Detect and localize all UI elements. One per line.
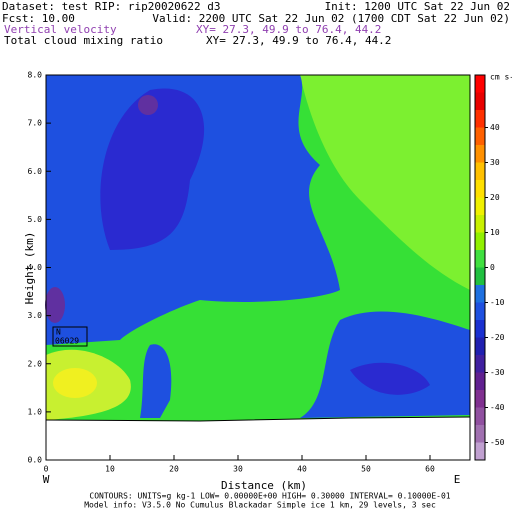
colorbar-tick-label: -50 (490, 438, 505, 447)
station-id: N (56, 328, 61, 337)
field-1: Vertical velocity (4, 23, 117, 36)
colorbar-segment (475, 390, 485, 408)
x-tick-label: 20 (169, 465, 179, 474)
colorbar-segment (475, 92, 485, 110)
field-1-xy: XY= 27.3, 49.9 to 76.4, 44.2 (196, 23, 381, 36)
y-tick-label: 7.0 (28, 119, 43, 128)
colorbar-tick-label: 20 (490, 193, 500, 202)
colorbar-segment (475, 197, 485, 215)
colorbar-tick-label: 30 (490, 158, 500, 167)
colorbar-segment (475, 250, 485, 268)
field-2: Total cloud mixing ratio (4, 34, 163, 47)
colorbar-segment (475, 215, 485, 233)
x-tick-label: 30 (233, 465, 243, 474)
y-tick-label: 8.0 (28, 71, 43, 80)
colorbar-segment (475, 337, 485, 355)
colorbar-segment (475, 407, 485, 425)
x-tick-label: 0 (44, 465, 49, 474)
x-tick-label: 40 (297, 465, 307, 474)
colorbar-segment (475, 180, 485, 198)
station-number: 06029 (55, 337, 79, 346)
colorbar-segment (475, 320, 485, 338)
colorbar-segment (475, 232, 485, 250)
colorbar-segment (475, 127, 485, 145)
y-tick-label: 1.0 (28, 407, 43, 416)
colorbar-segment (475, 162, 485, 180)
colorbar-segment (475, 302, 485, 320)
field-2-xy: XY= 27.3, 49.9 to 76.4, 44.2 (206, 34, 391, 47)
y-tick-label: 3.0 (28, 311, 43, 320)
end-label-west: W (43, 473, 50, 486)
y-tick-label: 0.0 (28, 456, 43, 465)
x-axis-label: Distance (km) (221, 479, 307, 492)
colorbar-tick-label: -30 (490, 368, 505, 377)
header-valid: Valid: 2200 UTC Sat 22 Jun 02 (1700 CDT … (152, 12, 510, 25)
colorbar-segment (475, 355, 485, 373)
colorbar-segment (475, 110, 485, 128)
footer-contours: CONTOURS: UNITS=g kg-1 LOW= 0.00000E+00 … (89, 492, 450, 501)
y-tick-label: 5.0 (28, 215, 43, 224)
colorbar-units: cm s-1 (490, 73, 512, 82)
footer-model: Model info: V3.5.0 No Cumulus Blackadar … (84, 501, 436, 510)
end-label-east: E (454, 473, 461, 486)
colorbar-tick-label: 40 (490, 123, 500, 132)
y-tick-label: 2.0 (28, 359, 43, 368)
colorbar-segment (475, 372, 485, 390)
header-dataset: Dataset: test RIP: rip20020622 d3 (2, 0, 221, 13)
colorbar-segment (475, 145, 485, 163)
header-fcst: Fcst: 10.00 (2, 12, 75, 25)
colorbar-segment (475, 442, 485, 460)
colorbar-tick-label: -40 (490, 403, 505, 412)
x-tick-label: 10 (105, 465, 115, 474)
y-tick-label: 4.0 (28, 263, 43, 272)
colorbar-segment (475, 425, 485, 443)
colorbar-tick-label: 10 (490, 228, 500, 237)
y-tick-label: 6.0 (28, 167, 43, 176)
station-box (52, 326, 88, 347)
colorbar-tick-label: -10 (490, 298, 505, 307)
colorbar-segment (475, 285, 485, 303)
colorbar-segment (475, 267, 485, 285)
colorbar-tick-label: 0 (490, 263, 495, 272)
header-init: Init: 1200 UTC Sat 22 Jun 02 (325, 0, 510, 13)
x-tick-label: 50 (361, 465, 371, 474)
y-axis-label: Height (km) (23, 232, 36, 305)
contour-fill (45, 75, 471, 460)
x-tick-label: 60 (425, 465, 435, 474)
colorbar-segment (475, 75, 485, 93)
colorbar-tick-label: -20 (490, 333, 505, 342)
